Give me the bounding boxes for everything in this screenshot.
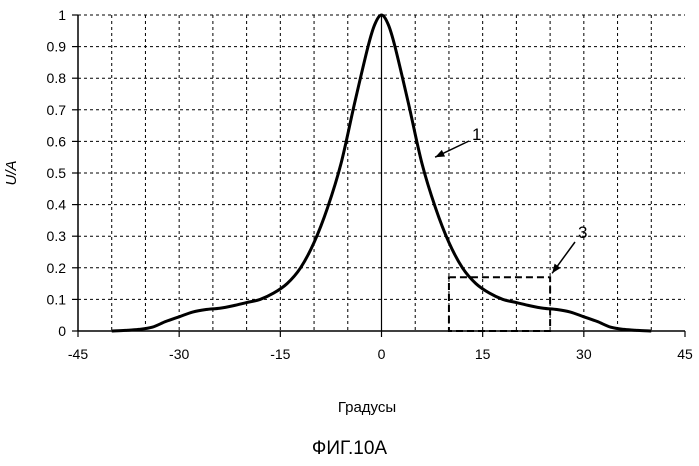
y-tick-label: 0.1: [47, 291, 67, 307]
y-tick-label: 0.6: [47, 133, 67, 149]
annotation-arrowhead: [435, 150, 445, 157]
y-tick-label: 0: [58, 323, 66, 339]
highlight-box-layer: [449, 277, 550, 331]
y-tick-label: 0.2: [47, 260, 67, 276]
x-axis-title: Градусы: [338, 399, 396, 416]
x-tick-label: 0: [378, 346, 386, 362]
x-tick-label: -30: [169, 346, 189, 362]
y-tick-label: 0.8: [47, 70, 67, 86]
tick-labels: 0 0.1 0.2 0.3 0.4 0.5 0.6 0.7 0.8 0.9 1 -45 -30 -15 0 1…: [47, 7, 693, 362]
figure-caption: ФИГ.10А: [0, 438, 699, 460]
y-tick-label: 1: [58, 7, 66, 23]
x-tick-label: -45: [68, 346, 88, 362]
x-tick-label: 15: [475, 346, 491, 362]
axes: [72, 15, 685, 337]
y-tick-label: 0.5: [47, 165, 67, 181]
y-axis-title: U/A: [3, 160, 20, 185]
x-tick-label: 45: [677, 346, 693, 362]
annotations: 13: [435, 125, 587, 273]
y-tick-label: 0.3: [47, 228, 67, 244]
annotation-label: 1: [472, 125, 481, 144]
x-tick-label: -15: [270, 346, 290, 362]
annotation-arrowhead: [552, 264, 560, 274]
x-tick-label: 30: [576, 346, 592, 362]
line-chart: 13 00.10.20.30.40.50.60.70.80.91-45-30-1…: [0, 0, 699, 466]
y-tick-label: 0.9: [47, 39, 67, 55]
y-tick-label: 0.7: [47, 102, 67, 118]
highlight-box: [449, 277, 550, 331]
y-tick-label: 0.4: [47, 197, 67, 213]
annotation-label: 3: [578, 223, 587, 242]
figure: 13 00.10.20.30.40.50.60.70.80.91-45-30-1…: [0, 0, 699, 466]
